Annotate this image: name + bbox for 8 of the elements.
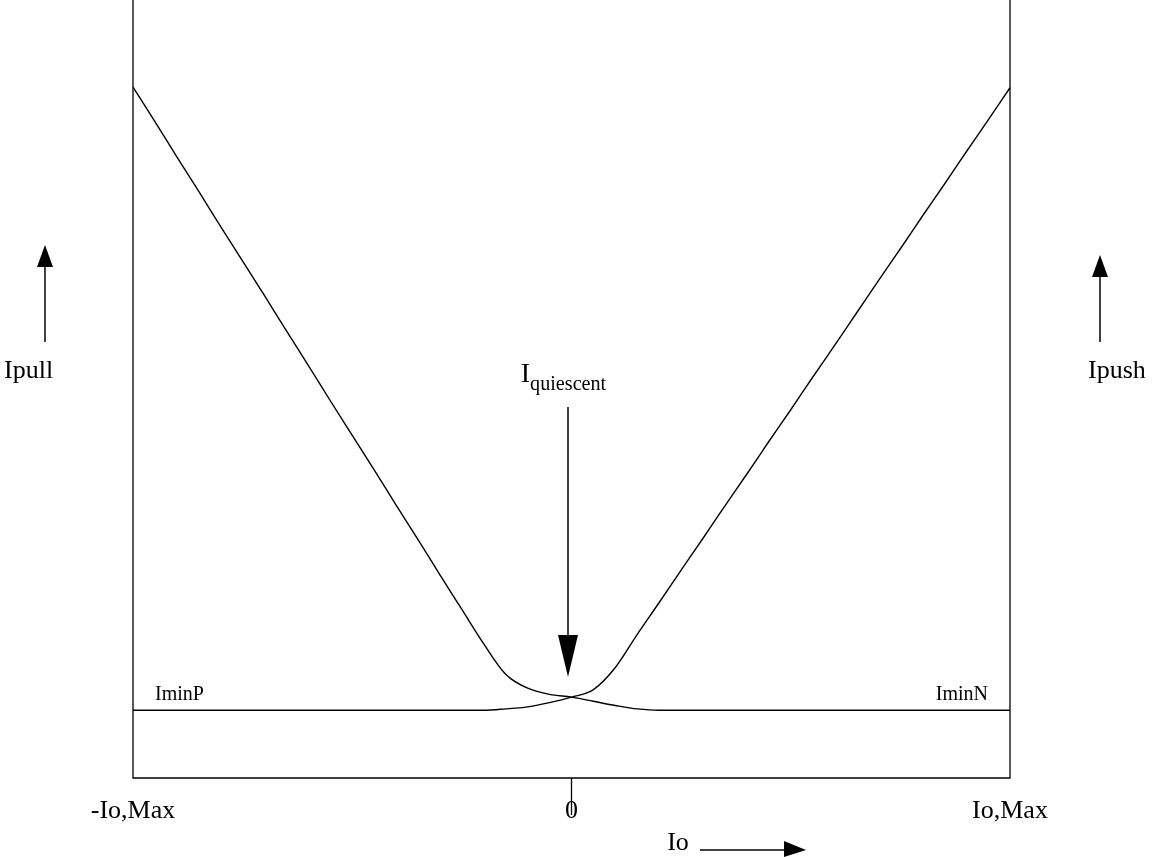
x-axis-title: Io xyxy=(667,827,689,856)
x-tick-label: -Io,Max xyxy=(90,795,176,825)
annotation: IminP xyxy=(155,682,204,704)
x-tick-label: Io,Max xyxy=(972,795,1048,825)
annotation: IminN xyxy=(935,682,988,704)
x-tick-label: 0 xyxy=(565,795,578,825)
y2-axis-title: Ipush xyxy=(1088,355,1146,384)
y-axis-title: Ipull xyxy=(4,355,54,384)
